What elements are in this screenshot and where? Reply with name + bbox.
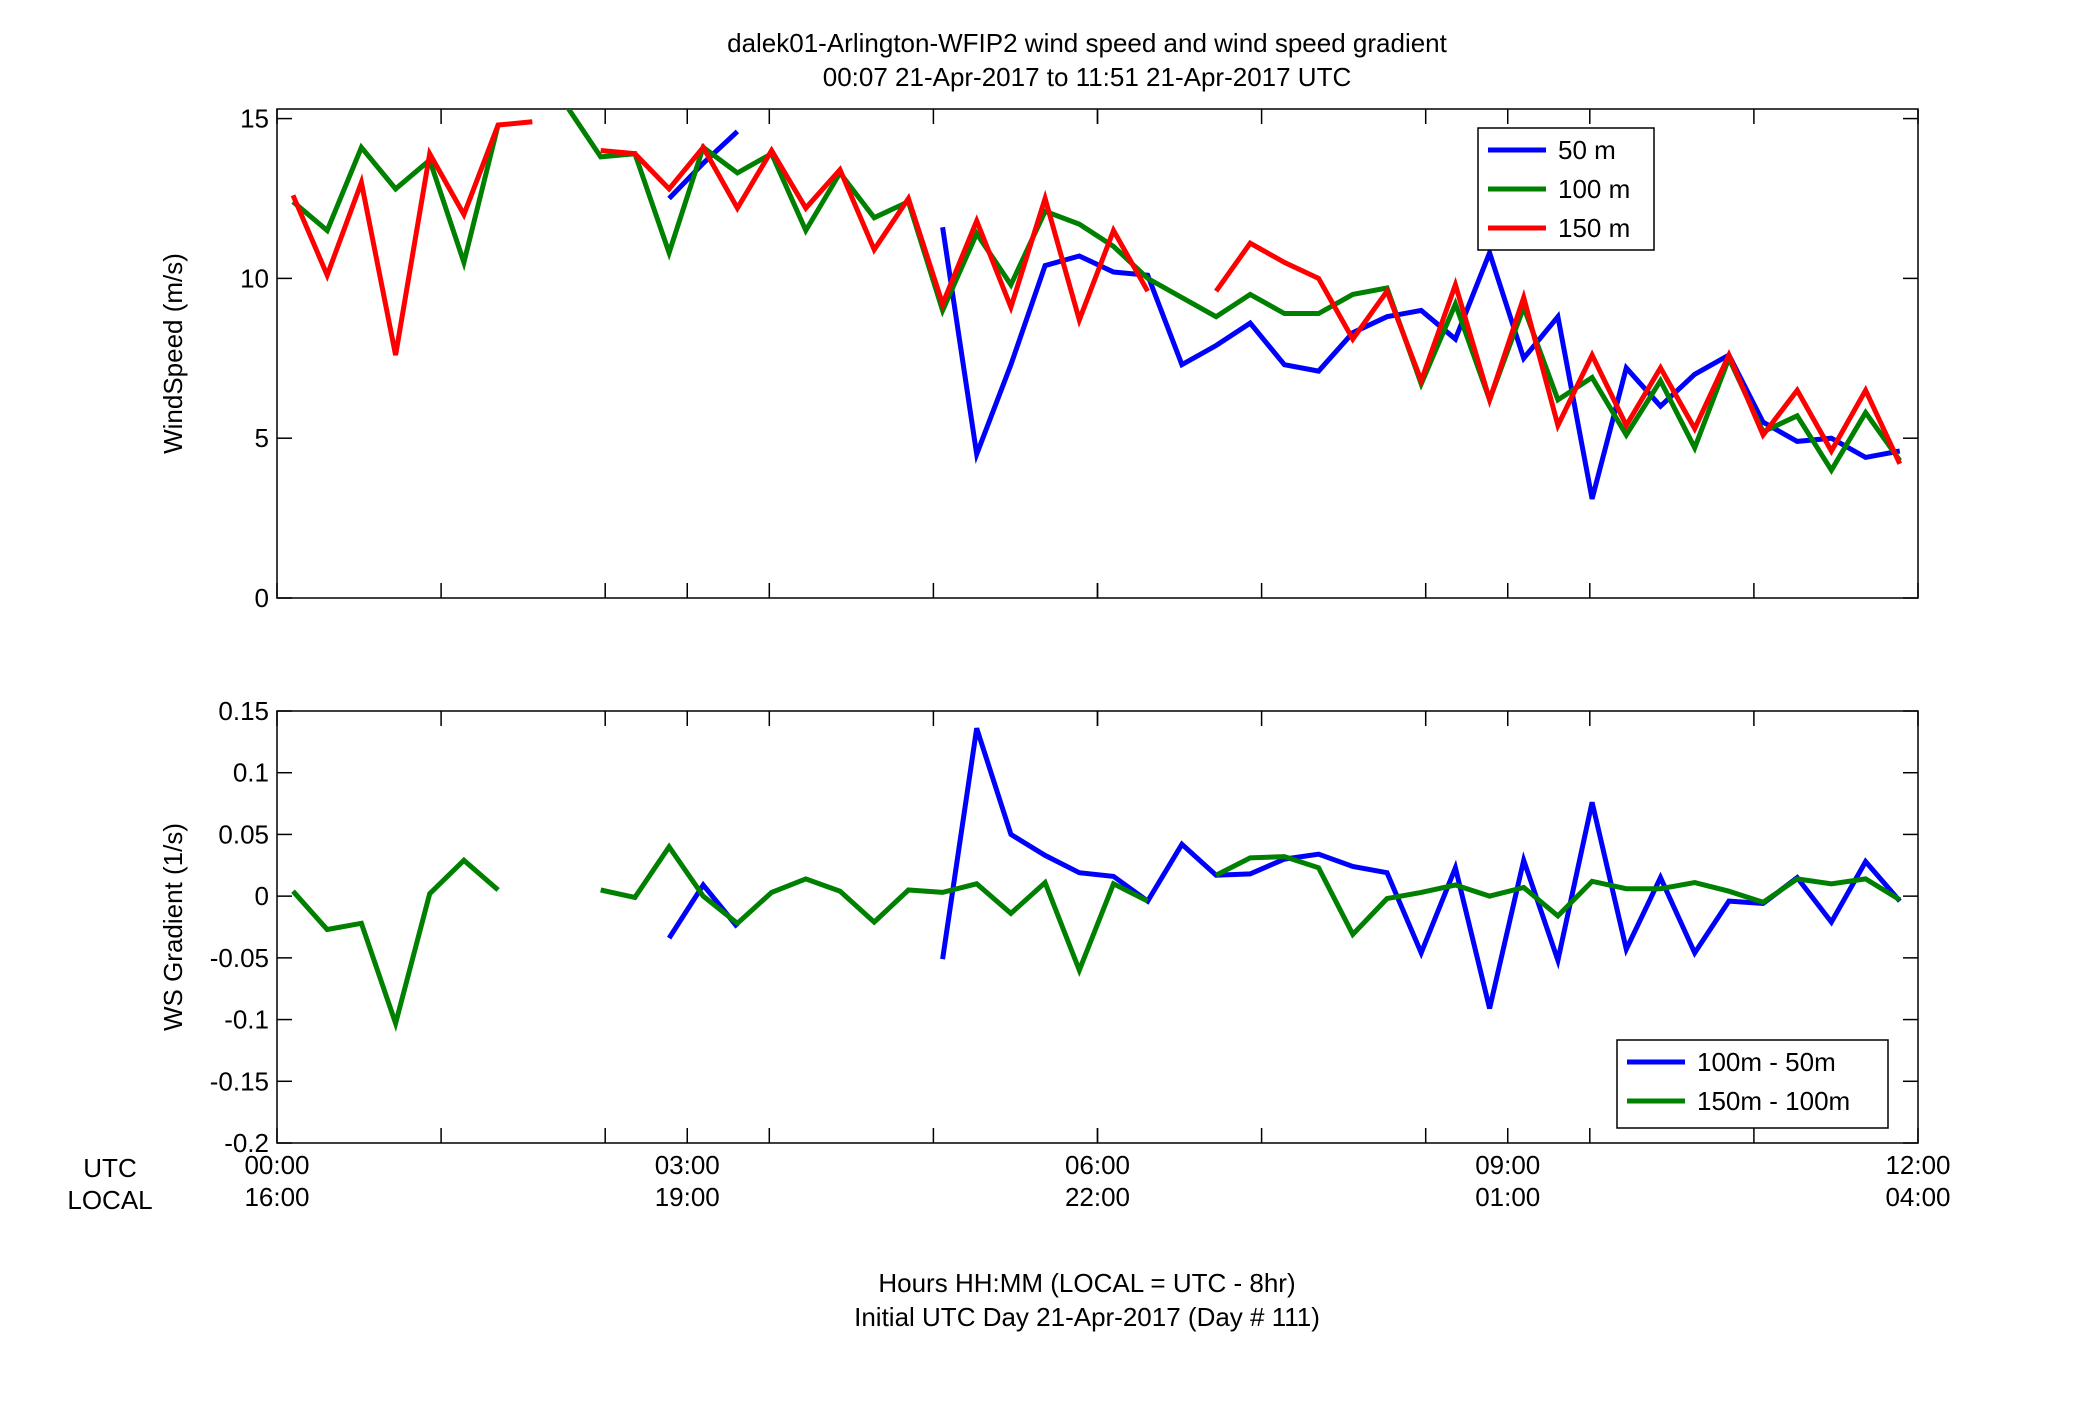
- plot-frame: [276, 108, 1919, 599]
- y-tick-label: -0.15: [210, 1066, 269, 1096]
- x-tick-label-utc: 12:00: [1885, 1150, 1950, 1180]
- y-axis-label: WS Gradient (1/s): [158, 823, 188, 1031]
- x-axis-label-line1: Hours HH:MM (LOCAL = UTC - 8hr): [878, 1268, 1295, 1298]
- x-tick-label-utc: 03:00: [655, 1150, 720, 1180]
- y-tick-label: 15: [240, 104, 269, 134]
- legend-entry-label: 150m - 100m: [1697, 1086, 1850, 1116]
- y-tick-label: 0.15: [218, 696, 269, 726]
- chart-title-line1: dalek01-Arlington-WFIP2 wind speed and w…: [727, 28, 1448, 58]
- y-tick-label: 5: [255, 423, 269, 453]
- y-axis-label: WindSpeed (m/s): [158, 253, 188, 454]
- local-row-label: LOCAL: [67, 1185, 152, 1215]
- y-tick-label: 0: [255, 881, 269, 911]
- y-tick-label: 0: [255, 583, 269, 613]
- legend-entry-label: 50 m: [1558, 135, 1616, 165]
- y-tick-label: -0.05: [210, 943, 269, 973]
- series-line-150m-100m: [291, 842, 1902, 1032]
- utc-row-label: UTC: [83, 1153, 136, 1183]
- legend: 100m - 50m 150m - 100m: [1616, 1039, 1889, 1129]
- x-tick-label-local: 22:00: [1065, 1182, 1130, 1212]
- x-tick-label-local: 19:00: [655, 1182, 720, 1212]
- legend: 50 m 100 m 150 m: [1477, 127, 1655, 251]
- y-tick-label: 10: [240, 263, 269, 293]
- series-line-150-m: [290, 119, 1903, 465]
- y-tick-label: 0.1: [233, 758, 269, 788]
- x-tick-label-utc: 06:00: [1065, 1150, 1130, 1180]
- y-tick-label: -0.1: [224, 1005, 269, 1035]
- x-tick-label-local: 16:00: [244, 1182, 309, 1212]
- y-tick-label: 0.05: [218, 819, 269, 849]
- legend-box: [1616, 1039, 1889, 1129]
- x-axis-label-line2: Initial UTC Day 21-Apr-2017 (Day # 111): [854, 1302, 1320, 1332]
- series-line-100m-50m: [666, 727, 1902, 1010]
- legend-entry-label: 100 m: [1558, 174, 1630, 204]
- x-tick-label-utc: 00:00: [244, 1150, 309, 1180]
- y-tick-label: -0.2: [224, 1128, 269, 1158]
- windspeed-panel: 0 5 10 15 WindSpeed (m/s) 50 m 100 m 150 m: [158, 104, 1919, 613]
- legend-entry-label: 150 m: [1558, 213, 1630, 243]
- x-tick-label-utc: 09:00: [1475, 1150, 1540, 1180]
- x-tick-label-local: 01:00: [1475, 1182, 1540, 1212]
- legend-entry-label: 100m - 50m: [1697, 1047, 1836, 1077]
- series-line-100-m: [291, 109, 1902, 475]
- x-tick-label-local: 04:00: [1885, 1182, 1950, 1212]
- gradient-panel: -0.2 -0.15 -0.1 -0.05 0 0.05 0.1 0.15 WS Gradien…: [158, 696, 1919, 1158]
- chart-title-line2: 00:07 21-Apr-2017 to 11:51 21-Apr-2017 U…: [823, 62, 1352, 92]
